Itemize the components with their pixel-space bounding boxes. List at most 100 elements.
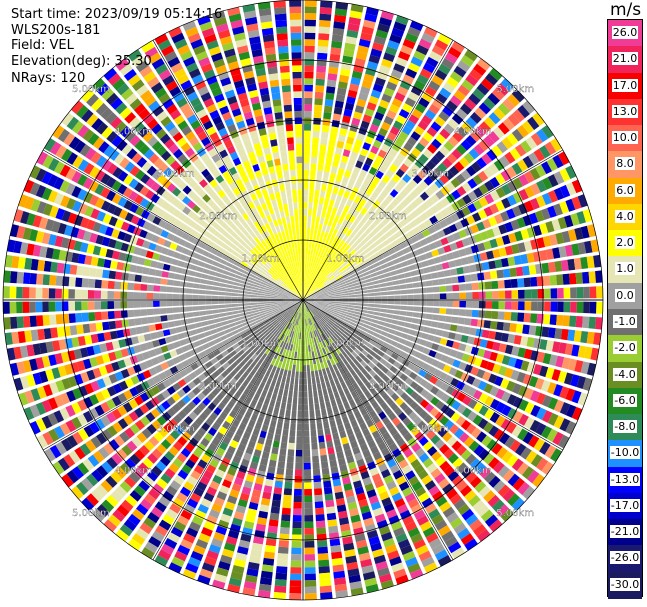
velocity-gate: [303, 306, 305, 313]
velocity-gate: [272, 329, 279, 336]
velocity-gate: [280, 441, 288, 450]
velocity-gate: [328, 413, 335, 422]
velocity-gate: [364, 364, 372, 373]
velocity-gate: [289, 593, 302, 600]
velocity-gate: [303, 306, 305, 314]
velocity-gate: [347, 130, 357, 139]
velocity-gate: [361, 254, 369, 261]
velocity-gate: [42, 301, 49, 313]
velocity-gate: [521, 466, 535, 480]
velocity-gate: [343, 204, 350, 213]
velocity-gate: [501, 450, 514, 463]
velocity-gate: [245, 285, 253, 289]
velocity-gate: [172, 287, 180, 293]
velocity-gate: [102, 269, 110, 279]
velocity-gate: [280, 402, 287, 410]
velocity-gate: [277, 302, 284, 304]
velocity-gate: [295, 305, 300, 311]
velocity-gate: [253, 371, 261, 379]
velocity-gate: [430, 272, 439, 279]
velocity-gate: [223, 542, 236, 552]
velocity-gate: [170, 258, 179, 266]
velocity-gate: [530, 132, 543, 146]
velocity-gate: [315, 343, 319, 351]
velocity-gate: [424, 480, 437, 491]
velocity-gate: [60, 237, 70, 249]
velocity-gate: [444, 536, 458, 548]
velocity-gate: [484, 193, 495, 205]
velocity-gate: [374, 296, 382, 300]
velocity-gate: [81, 289, 89, 299]
velocity-gate: [324, 346, 330, 354]
velocity-gate: [294, 482, 302, 490]
velocity-gate: [511, 425, 523, 438]
velocity-gate: [358, 352, 366, 360]
velocity-gate: [321, 245, 327, 253]
velocity-gate: [234, 320, 242, 326]
velocity-gate: [495, 173, 506, 185]
velocity-gate: [558, 342, 567, 355]
velocity-gate: [476, 157, 487, 169]
velocity-gate: [303, 339, 306, 346]
velocity-gate: [309, 324, 313, 332]
velocity-gate: [399, 189, 409, 198]
velocity-gate: [331, 557, 344, 566]
velocity-gate: [306, 332, 309, 339]
velocity-gate: [118, 339, 127, 348]
velocity-gate: [394, 498, 406, 508]
velocity-gate: [456, 403, 467, 415]
velocity-gate: [314, 304, 322, 308]
velocity-gate: [362, 449, 372, 458]
velocity-gate: [100, 401, 111, 413]
velocity-gate: [332, 228, 339, 236]
velocity-gate: [135, 503, 149, 516]
velocity-gate: [129, 235, 139, 245]
velocity-gate: [274, 359, 280, 367]
velocity-gate: [280, 520, 291, 528]
velocity-gate: [341, 529, 352, 539]
velocity-gate: [343, 49, 355, 58]
velocity-gate: [77, 399, 88, 412]
velocity-gate: [549, 233, 558, 246]
velocity-gate: [275, 367, 281, 375]
velocity-gate: [565, 404, 577, 418]
velocity-gate: [212, 579, 226, 590]
velocity-gate: [192, 142, 203, 152]
velocity-gate: [111, 228, 120, 239]
velocity-gate: [213, 318, 221, 324]
velocity-gate: [472, 414, 483, 426]
velocity-gate: [440, 197, 451, 207]
velocity-gate: [396, 152, 406, 163]
velocity-gate: [313, 475, 321, 483]
velocity-gate: [279, 368, 285, 376]
velocity-gate: [296, 443, 303, 450]
velocity-gate: [124, 337, 133, 347]
velocity-gate: [380, 447, 391, 457]
velocity-gate: [360, 376, 369, 385]
velocity-gate: [347, 23, 360, 32]
velocity-gate: [439, 300, 447, 307]
velocity-gate: [434, 178, 445, 189]
velocity-gate: [470, 273, 479, 282]
velocity-gate: [217, 226, 226, 234]
velocity-gate: [345, 221, 353, 229]
velocity-gate: [94, 311, 102, 321]
velocity-gate: [319, 266, 325, 273]
velocity-gate: [343, 318, 351, 324]
velocity-gate: [36, 201, 47, 214]
velocity-gate: [403, 271, 412, 278]
velocity-gate: [252, 536, 264, 545]
velocity-gate: [210, 235, 219, 243]
velocity-gate: [124, 253, 133, 263]
velocity-gate: [315, 301, 323, 303]
velocity-gate: [57, 365, 67, 378]
velocity-gate: [257, 304, 265, 307]
velocity-gate: [363, 257, 371, 264]
velocity-gate: [268, 259, 275, 266]
velocity-gate: [238, 422, 247, 431]
velocity-gate: [104, 226, 114, 237]
velocity-gate: [41, 232, 51, 245]
velocity-gate: [87, 290, 95, 299]
velocity-gate: [552, 341, 561, 353]
velocity-gate: [215, 353, 224, 361]
